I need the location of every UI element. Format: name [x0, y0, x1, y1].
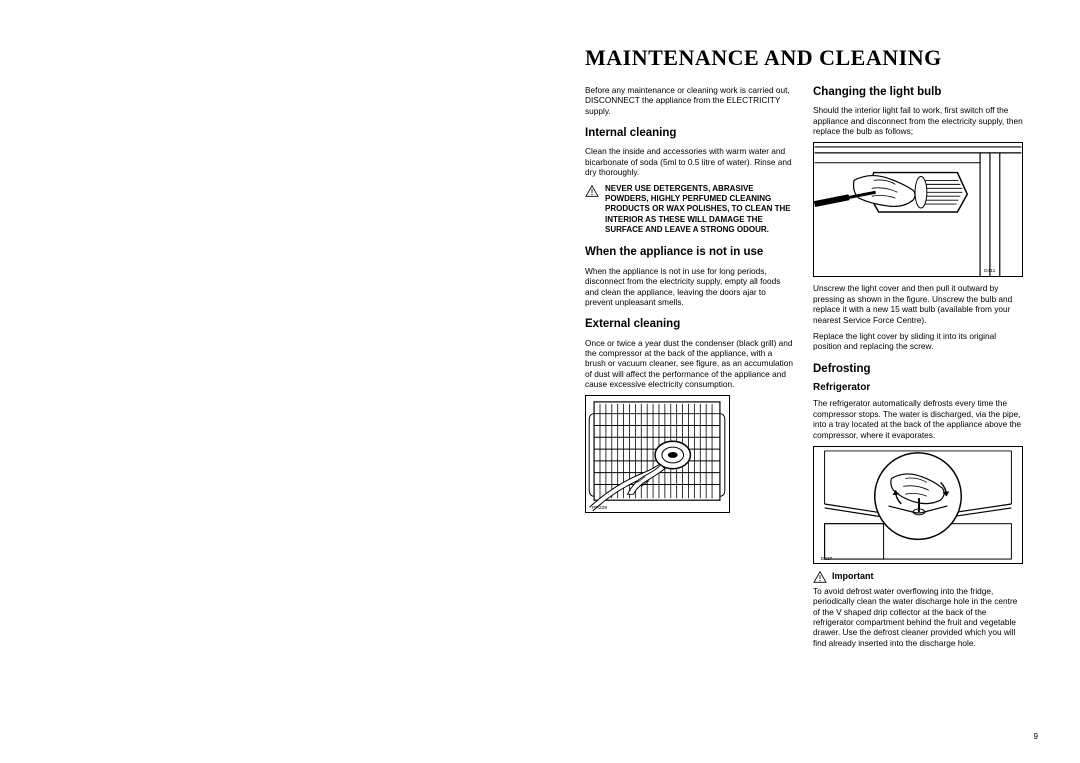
important-text: To avoid defrost water overflowing into …: [813, 586, 1023, 648]
right-column: Changing the light bulb Should the inter…: [813, 85, 1023, 654]
light-bulb-step2: Replace the light cover by sliding it in…: [813, 331, 1023, 352]
figure-label: PR228: [592, 506, 607, 512]
warning-text: NEVER USE DETERGENTS, ABRASIVE POWDERS, …: [605, 184, 795, 236]
page-number: 9: [1034, 732, 1038, 741]
internal-cleaning-heading: Internal cleaning: [585, 126, 795, 140]
internal-cleaning-text: Clean the inside and accessories with wa…: [585, 146, 795, 177]
defrost-figure: D037: [813, 446, 1023, 564]
light-bulb-intro: Should the interior light fail to work, …: [813, 105, 1023, 136]
warning-block: NEVER USE DETERGENTS, ABRASIVE POWDERS, …: [585, 184, 795, 236]
condenser-figure: PR228: [585, 395, 730, 513]
defrosting-heading: Defrosting: [813, 362, 1023, 376]
page-title: MAINTENANCE AND CLEANING: [585, 45, 1040, 71]
left-column: Before any maintenance or cleaning work …: [585, 85, 795, 654]
external-cleaning-heading: External cleaning: [585, 317, 795, 331]
light-bulb-heading: Changing the light bulb: [813, 85, 1023, 99]
defrosting-text: The refrigerator automatically defrosts …: [813, 398, 1023, 439]
important-block: Important: [813, 570, 1023, 583]
refrigerator-subheading: Refrigerator: [813, 382, 1023, 395]
warning-triangle-icon: [585, 185, 599, 197]
light-bulb-step1: Unscrew the light cover and then pull it…: [813, 283, 1023, 324]
figure-label: D037: [821, 556, 833, 562]
not-in-use-heading: When the appliance is not in use: [585, 245, 795, 259]
important-label: Important: [832, 571, 874, 582]
warning-triangle-icon: [813, 571, 827, 583]
figure-label: D411: [984, 269, 996, 275]
not-in-use-text: When the appliance is not in use for lon…: [585, 266, 795, 307]
intro-text: Before any maintenance or cleaning work …: [585, 85, 795, 116]
external-cleaning-text: Once or twice a year dust the condenser …: [585, 338, 795, 390]
light-bulb-figure: D411: [813, 142, 1023, 277]
